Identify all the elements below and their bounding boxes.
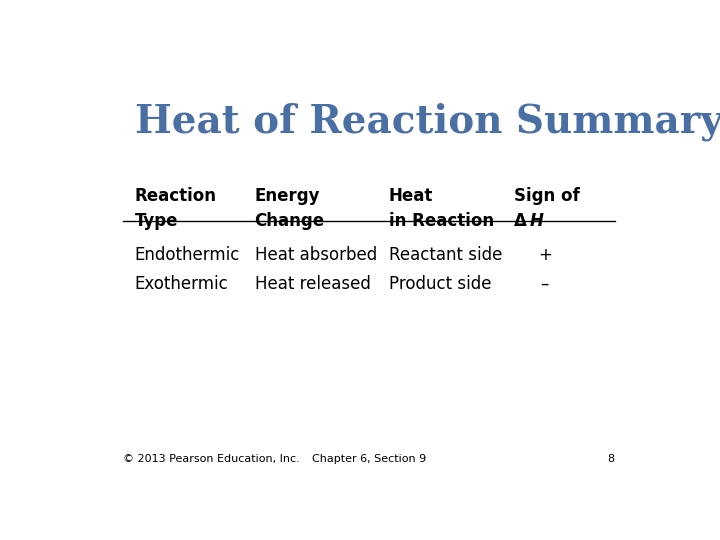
Text: Heat absorbed: Heat absorbed [255,246,377,264]
Text: Reaction: Reaction [135,187,217,205]
Text: in Reaction: in Reaction [389,212,494,231]
Text: Change: Change [255,212,325,231]
Text: Chapter 6, Section 9: Chapter 6, Section 9 [312,454,426,464]
Text: –: – [541,275,549,293]
Text: Energy: Energy [255,187,320,205]
Text: Reactant side: Reactant side [389,246,502,264]
Text: Product side: Product side [389,275,491,293]
Text: Heat of Reaction Summary: Heat of Reaction Summary [135,102,720,141]
Text: Heat: Heat [389,187,433,205]
Text: © 2013 Pearson Education, Inc.: © 2013 Pearson Education, Inc. [124,454,300,464]
Text: Endothermic: Endothermic [135,246,240,264]
Text: Δ: Δ [514,212,527,231]
Text: Heat released: Heat released [255,275,371,293]
Text: Sign of: Sign of [514,187,580,205]
Text: +: + [538,246,552,264]
Text: H: H [530,212,544,231]
Text: 8: 8 [608,454,615,464]
Text: Type: Type [135,212,178,231]
Text: Exothermic: Exothermic [135,275,228,293]
